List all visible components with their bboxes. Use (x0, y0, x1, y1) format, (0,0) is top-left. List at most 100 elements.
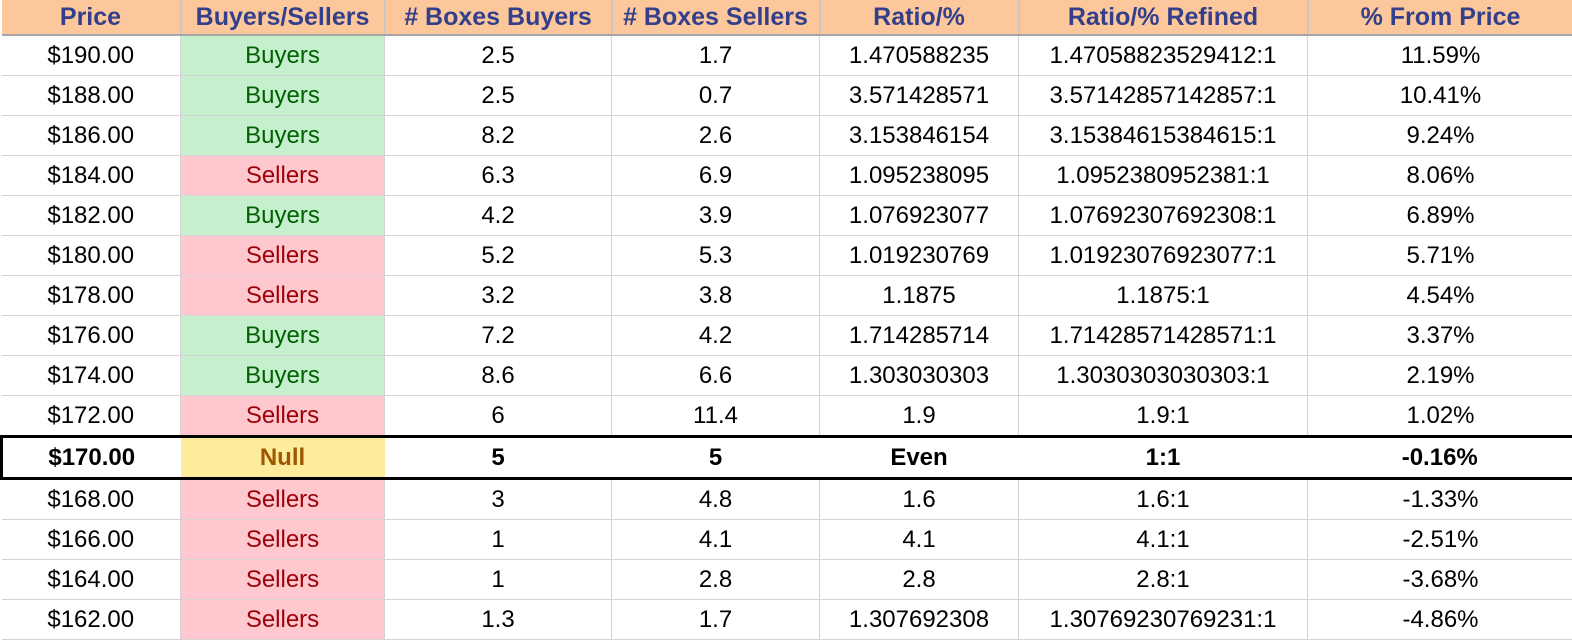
cell-ratio[interactable]: 3.571428571 (819, 75, 1019, 116)
cell-price[interactable]: $168.00 (1, 478, 181, 520)
cell-from-price[interactable]: 6.89% (1307, 195, 1572, 236)
cell-buyers-sellers[interactable]: Sellers (180, 155, 385, 196)
cell-ratio[interactable]: 4.1 (819, 519, 1019, 560)
cell-ratio-refined[interactable]: 4.1:1 (1018, 519, 1308, 560)
cell-price[interactable]: $164.00 (1, 559, 181, 600)
cell-buyers-sellers[interactable]: Sellers (180, 559, 385, 600)
cell-boxes-buyers[interactable]: 1 (384, 519, 612, 560)
cell-boxes-buyers[interactable]: 7.2 (384, 315, 612, 356)
cell-ratio-refined[interactable]: 1.47058823529412:1 (1018, 35, 1308, 76)
cell-boxes-buyers[interactable]: 3 (384, 478, 612, 520)
cell-boxes-sellers[interactable]: 6.9 (611, 155, 820, 196)
cell-boxes-sellers[interactable]: 4.2 (611, 315, 820, 356)
cell-ratio[interactable]: 1.303030303 (819, 355, 1019, 396)
cell-boxes-sellers[interactable]: 5.3 (611, 235, 820, 276)
cell-buyers-sellers[interactable]: Buyers (180, 75, 385, 116)
cell-boxes-buyers[interactable]: 3.2 (384, 275, 612, 316)
cell-buyers-sellers[interactable]: Null (180, 435, 385, 480)
cell-boxes-sellers[interactable]: 4.8 (611, 478, 820, 520)
cell-boxes-sellers[interactable]: 5 (611, 435, 820, 480)
cell-buyers-sellers[interactable]: Buyers (180, 35, 385, 76)
cell-from-price[interactable]: 3.37% (1307, 315, 1572, 356)
cell-ratio-refined[interactable]: 1.9:1 (1018, 395, 1308, 437)
cell-ratio-refined[interactable]: 1.07692307692308:1 (1018, 195, 1308, 236)
cell-from-price[interactable]: 1.02% (1307, 395, 1572, 437)
cell-ratio-refined[interactable]: 3.15384615384615:1 (1018, 115, 1308, 156)
cell-from-price[interactable]: 2.19% (1307, 355, 1572, 396)
cell-ratio[interactable]: 1.6 (819, 478, 1019, 520)
cell-from-price[interactable]: 4.54% (1307, 275, 1572, 316)
cell-buyers-sellers[interactable]: Sellers (180, 235, 385, 276)
cell-buyers-sellers[interactable]: Buyers (180, 315, 385, 356)
cell-ratio[interactable]: 1.019230769 (819, 235, 1019, 276)
cell-ratio-refined[interactable]: 3.57142857142857:1 (1018, 75, 1308, 116)
cell-price[interactable]: $188.00 (1, 75, 181, 116)
cell-boxes-sellers[interactable]: 3.8 (611, 275, 820, 316)
header-price[interactable]: Price (1, 0, 182, 36)
cell-from-price[interactable]: 8.06% (1307, 155, 1572, 196)
cell-boxes-buyers[interactable]: 6.3 (384, 155, 612, 196)
cell-ratio[interactable]: Even (819, 435, 1019, 480)
cell-ratio[interactable]: 1.714285714 (819, 315, 1019, 356)
cell-boxes-buyers[interactable]: 5 (384, 435, 612, 480)
header-buyers-sellers[interactable]: Buyers/Sellers (180, 0, 386, 36)
cell-ratio-refined[interactable]: 1.1875:1 (1018, 275, 1308, 316)
cell-ratio-refined[interactable]: 1:1 (1018, 435, 1308, 480)
cell-boxes-sellers[interactable]: 3.9 (611, 195, 820, 236)
cell-from-price[interactable]: 10.41% (1307, 75, 1572, 116)
cell-ratio[interactable]: 2.8 (819, 559, 1019, 600)
cell-from-price[interactable]: -0.16% (1307, 435, 1572, 480)
cell-boxes-buyers[interactable]: 5.2 (384, 235, 612, 276)
cell-buyers-sellers[interactable]: Buyers (180, 355, 385, 396)
cell-boxes-sellers[interactable]: 2.8 (611, 559, 820, 600)
cell-boxes-sellers[interactable]: 2.6 (611, 115, 820, 156)
cell-boxes-buyers[interactable]: 4.2 (384, 195, 612, 236)
cell-boxes-buyers[interactable]: 8.2 (384, 115, 612, 156)
cell-from-price[interactable]: -2.51% (1307, 519, 1572, 560)
cell-boxes-sellers[interactable]: 4.1 (611, 519, 820, 560)
cell-ratio-refined[interactable]: 1.6:1 (1018, 478, 1308, 520)
header-from-price[interactable]: % From Price (1307, 0, 1572, 36)
cell-buyers-sellers[interactable]: Buyers (180, 115, 385, 156)
cell-ratio-refined[interactable]: 1.0952380952381:1 (1018, 155, 1308, 196)
cell-from-price[interactable]: 5.71% (1307, 235, 1572, 276)
cell-ratio[interactable]: 3.153846154 (819, 115, 1019, 156)
cell-boxes-buyers[interactable]: 6 (384, 395, 612, 437)
cell-ratio[interactable]: 1.095238095 (819, 155, 1019, 196)
cell-boxes-buyers[interactable]: 1.3 (384, 599, 612, 640)
cell-ratio[interactable]: 1.307692308 (819, 599, 1019, 640)
cell-buyers-sellers[interactable]: Sellers (180, 519, 385, 560)
cell-boxes-buyers[interactable]: 1 (384, 559, 612, 600)
cell-price[interactable]: $178.00 (1, 275, 181, 316)
header-boxes-sellers[interactable]: # Boxes Sellers (611, 0, 821, 36)
cell-from-price[interactable]: 9.24% (1307, 115, 1572, 156)
cell-from-price[interactable]: -3.68% (1307, 559, 1572, 600)
cell-price[interactable]: $174.00 (1, 355, 181, 396)
cell-ratio[interactable]: 1.470588235 (819, 35, 1019, 76)
cell-ratio-refined[interactable]: 1.01923076923077:1 (1018, 235, 1308, 276)
cell-from-price[interactable]: -1.33% (1307, 478, 1572, 520)
cell-buyers-sellers[interactable]: Sellers (180, 478, 385, 520)
cell-boxes-sellers[interactable]: 1.7 (611, 599, 820, 640)
cell-price[interactable]: $190.00 (1, 35, 181, 76)
cell-price[interactable]: $176.00 (1, 315, 181, 356)
cell-from-price[interactable]: 11.59% (1307, 35, 1572, 76)
cell-ratio-refined[interactable]: 1.30769230769231:1 (1018, 599, 1308, 640)
cell-from-price[interactable]: -4.86% (1307, 599, 1572, 640)
cell-price[interactable]: $162.00 (1, 599, 181, 640)
cell-boxes-sellers[interactable]: 6.6 (611, 355, 820, 396)
cell-buyers-sellers[interactable]: Sellers (180, 275, 385, 316)
cell-ratio[interactable]: 1.1875 (819, 275, 1019, 316)
cell-ratio-refined[interactable]: 2.8:1 (1018, 559, 1308, 600)
header-ratio-refined[interactable]: Ratio/% Refined (1018, 0, 1309, 36)
cell-price[interactable]: $184.00 (1, 155, 181, 196)
cell-price[interactable]: $170.00 (0, 435, 181, 480)
cell-ratio[interactable]: 1.076923077 (819, 195, 1019, 236)
cell-price[interactable]: $172.00 (1, 395, 181, 437)
cell-boxes-buyers[interactable]: 2.5 (384, 35, 612, 76)
cell-ratio[interactable]: 1.9 (819, 395, 1019, 437)
cell-price[interactable]: $186.00 (1, 115, 181, 156)
cell-boxes-sellers[interactable]: 1.7 (611, 35, 820, 76)
cell-ratio-refined[interactable]: 1.3030303030303:1 (1018, 355, 1308, 396)
cell-buyers-sellers[interactable]: Buyers (180, 195, 385, 236)
